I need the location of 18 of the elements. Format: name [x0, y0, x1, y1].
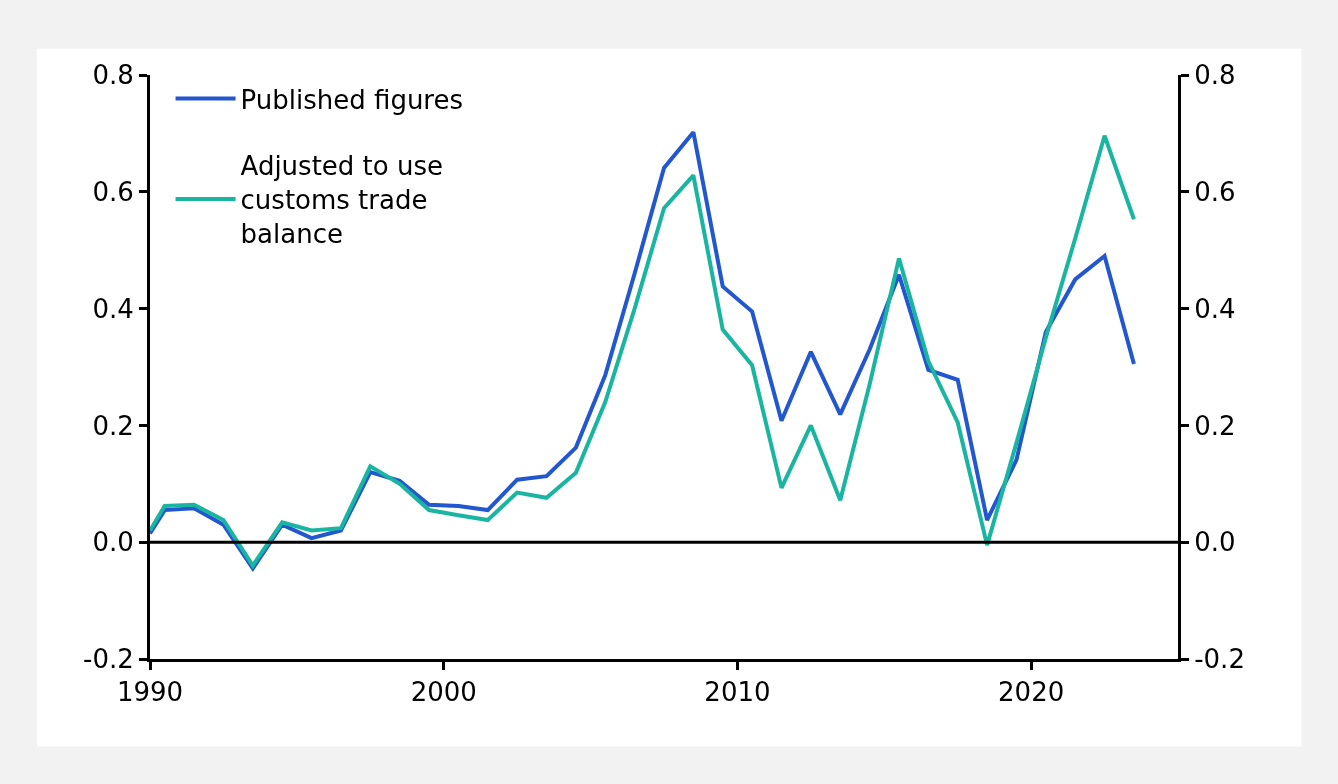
- legend-label: Adjusted to use customs trade balance: [240, 151, 443, 249]
- y2-tick-label: 0.0: [1194, 527, 1236, 558]
- y-tick-label: 0.0: [92, 527, 134, 558]
- legend-label: Published figures: [240, 84, 464, 115]
- y2-tick-label: 0.4: [1194, 293, 1236, 324]
- y-tick-label: -0.2: [83, 644, 134, 675]
- y-tick-label: 0.4: [92, 293, 134, 324]
- x-tick-label: 2000: [410, 677, 477, 708]
- y-tick-label: 0.8: [92, 60, 134, 91]
- x-tick-label: 2020: [998, 677, 1065, 708]
- y2-tick-label: 0.8: [1194, 60, 1236, 91]
- y2-tick-label: 0.2: [1194, 410, 1236, 441]
- x-tick-label: 1990: [116, 677, 184, 708]
- y-tick-label: 0.2: [92, 410, 134, 441]
- x-tick-label: 2010: [704, 677, 771, 708]
- y-tick-label: 0.6: [92, 176, 134, 207]
- y2-tick-label: 0.6: [1194, 176, 1236, 207]
- y2-tick-label: -0.2: [1194, 644, 1245, 675]
